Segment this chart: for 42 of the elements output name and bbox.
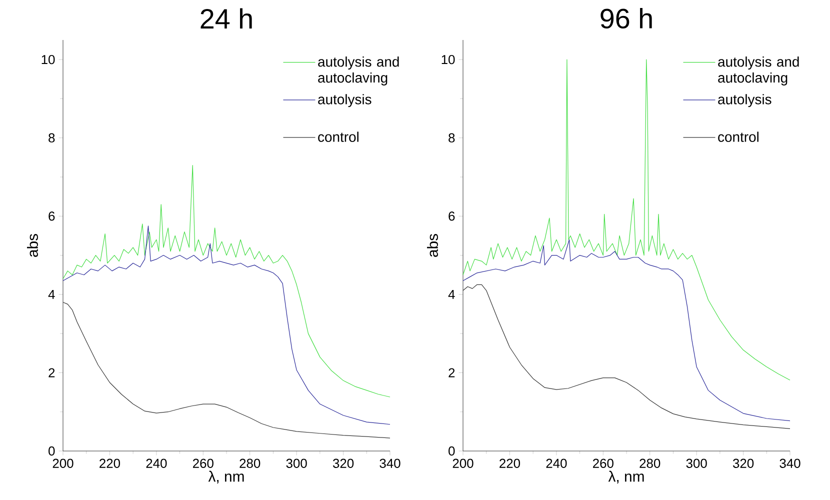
legend-label: control	[718, 132, 758, 142]
y-tick-label: 0	[48, 446, 55, 456]
line-series	[62, 164, 390, 398]
x-tick-label: 260	[192, 458, 214, 468]
y-axis-title: abs	[427, 234, 438, 257]
x-tick-label: 340	[380, 458, 400, 468]
legend-label: autolysis and autoclaving	[318, 56, 399, 86]
y-tick-label: 4	[48, 290, 55, 299]
legend-label: autolysis and autoclaving	[718, 56, 799, 86]
y-tick-label: 6	[448, 212, 455, 221]
x-axis-title: λ, nm	[608, 470, 644, 484]
x-tick-label: 240	[546, 458, 567, 468]
x-tick-label: 280	[640, 458, 660, 468]
x-tick-label: 300	[686, 458, 707, 468]
legend-label: control	[318, 132, 358, 142]
y-tick-label: 6	[48, 212, 55, 221]
chart-title: 96 h	[600, 8, 652, 28]
x-tick-label: 220	[500, 458, 520, 468]
legend-label: autolysis	[318, 94, 372, 108]
y-axis-title: abs	[27, 234, 38, 257]
y-tick-label: 8	[48, 133, 55, 142]
y-tick-label: 8	[448, 133, 455, 142]
x-tick-label: 260	[593, 458, 614, 468]
y-tick-label: 0	[448, 446, 455, 456]
x-tick-label: 200	[452, 458, 474, 468]
legend-label: autolysis	[718, 94, 772, 108]
y-tick-label: 10	[42, 54, 55, 64]
x-tick-label: 320	[732, 458, 754, 468]
x-tick-label: 280	[240, 458, 260, 468]
y-tick-label: 2	[48, 368, 55, 378]
x-tick-label: 340	[780, 458, 800, 468]
x-axis-title: λ, nm	[208, 470, 244, 484]
x-tick-label: 320	[332, 458, 354, 468]
x-tick-label: 240	[146, 458, 167, 468]
line-series	[62, 302, 390, 438]
x-tick-label: 300	[286, 458, 307, 468]
chart-title: 24 h	[200, 8, 252, 28]
y-tick-label: 10	[442, 54, 455, 64]
y-tick-label: 2	[448, 368, 455, 378]
x-tick-label: 200	[52, 458, 74, 468]
y-tick-label: 4	[448, 290, 455, 299]
x-tick-label: 220	[100, 458, 120, 468]
